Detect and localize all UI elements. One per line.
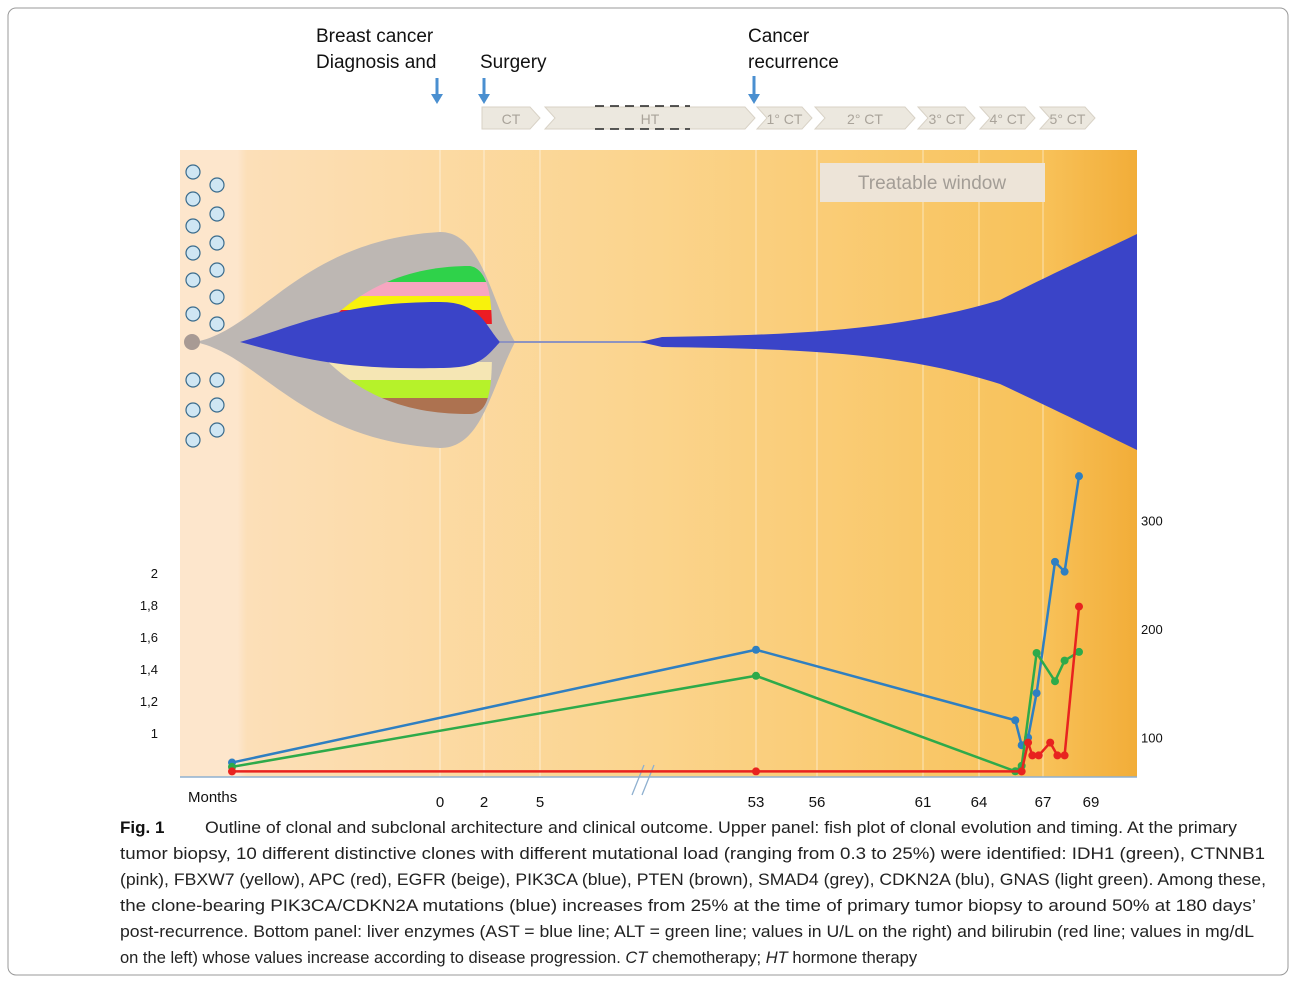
treatable-window: Treatable window (858, 173, 1006, 194)
caption-line: the clone-bearing PIK3CA/CDKN2A mutation… (120, 897, 1256, 915)
x-tick-label: 0 (436, 794, 444, 811)
y-tick-label: 1,8 (140, 598, 158, 613)
annotation: Cancer (748, 26, 810, 47)
data-point (1011, 716, 1019, 724)
data-point (1061, 568, 1069, 576)
y-tick-label: 1,6 (140, 630, 158, 645)
x-tick-label: 2 (480, 794, 488, 811)
x-tick-label: 61 (915, 794, 932, 811)
therapy-label: 3° CT (929, 111, 965, 127)
data-point (1018, 767, 1026, 775)
caption-line: on the left) whose values increase accor… (120, 949, 918, 967)
caption-text: chemotherapy; (652, 949, 761, 967)
data-point (752, 767, 760, 775)
data-point (1075, 472, 1083, 480)
x-tick-label: 64 (971, 794, 988, 811)
y-tick-label: 1,4 (140, 662, 158, 677)
y2-tick-label: 200 (1141, 622, 1163, 637)
caption-line: post-recurrence. Bottom panel: liver enz… (120, 923, 1254, 941)
caption-line: Outline of clonal and subclonal architec… (205, 819, 1238, 837)
x-axis-label: Months (188, 789, 237, 806)
annotation: Breast cancer (316, 26, 434, 47)
data-point (1051, 677, 1059, 685)
therapy-label: HT (641, 111, 660, 127)
annotation: Diagnosis and (316, 52, 436, 73)
x-tick-label: 53 (748, 794, 765, 811)
data-point (1024, 739, 1032, 747)
annotation: recurrence (748, 52, 839, 73)
therapy-timeline: CT HT 1° CT 2° CT 3° CT 4° CT 5° CT (482, 107, 1095, 129)
annotation: Surgery (480, 52, 547, 73)
figure: Treatable window Breast cancer Diagnosis… (0, 0, 1296, 982)
y-tick-label: 1 (151, 726, 158, 741)
data-point (1046, 739, 1054, 747)
data-point (1033, 649, 1041, 657)
data-point (1075, 603, 1083, 611)
therapy-label: CT (502, 111, 521, 127)
caption-label: Fig. 1 (120, 818, 164, 837)
data-point (752, 672, 760, 680)
caption-line: tumor biopsy, 10 different distinctive c… (120, 845, 1265, 863)
y-tick-label: 1,2 (140, 694, 158, 709)
therapy-label: 4° CT (990, 111, 1026, 127)
data-point (1061, 751, 1069, 759)
x-tick-label: 67 (1035, 794, 1052, 811)
caption-text: on the left) whose values increase accor… (120, 949, 621, 967)
therapy-label: 5° CT (1050, 111, 1086, 127)
data-point (228, 767, 236, 775)
data-point (1075, 648, 1083, 656)
y2-tick-label: 300 (1141, 514, 1163, 529)
y-tick-label: 2 (151, 566, 158, 581)
origin-cell (184, 334, 200, 350)
caption-abbrev: HT (766, 949, 790, 967)
data-point (1035, 751, 1043, 759)
x-tick-label: 69 (1083, 794, 1100, 811)
y2-tick-label: 100 (1141, 731, 1163, 746)
therapy-label: 2° CT (847, 111, 883, 127)
data-point (1061, 657, 1069, 665)
data-point (752, 646, 760, 654)
caption-text: hormone therapy (792, 949, 917, 967)
data-point (1053, 751, 1061, 759)
data-point (1033, 689, 1041, 697)
data-point (1051, 558, 1059, 566)
caption-line: (pink), FBXW7 (yellow), APC (red), EGFR … (120, 871, 1266, 889)
plot-background (180, 150, 1137, 777)
x-tick-label: 5 (536, 794, 544, 811)
x-tick-label: 56 (809, 794, 826, 811)
caption-abbrev: CT (625, 949, 649, 967)
therapy-label: 1° CT (767, 111, 803, 127)
